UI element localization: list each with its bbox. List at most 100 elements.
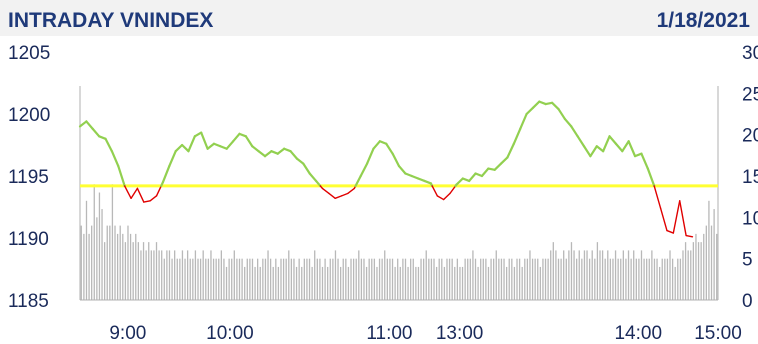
volume-bar	[583, 250, 586, 300]
price-segment	[91, 127, 101, 138]
volume-bar	[168, 250, 171, 300]
price-segment	[251, 145, 260, 153]
price-segment	[633, 152, 643, 158]
volume-bar	[363, 258, 365, 300]
price-segment	[506, 142, 515, 159]
volume-bar	[425, 250, 427, 300]
volume-bar	[604, 258, 606, 300]
volume-bar	[454, 266, 456, 300]
volume-bar	[625, 258, 627, 300]
volume-bar	[124, 242, 127, 300]
price-segment	[436, 195, 445, 201]
volume-bar	[93, 184, 95, 300]
volume-bar	[511, 258, 513, 300]
volume-bar	[596, 242, 599, 300]
price-segment	[672, 200, 681, 234]
price-segment	[397, 164, 407, 175]
price-segment	[653, 185, 662, 209]
price-segment	[442, 192, 451, 201]
volume-bar	[210, 250, 212, 300]
volume-bar	[659, 266, 661, 300]
price-segment	[347, 187, 356, 195]
volume-bar	[643, 258, 645, 300]
volume-bar	[280, 258, 282, 300]
volume-bar	[498, 258, 500, 300]
volume-bar	[438, 258, 440, 300]
price-segment	[270, 150, 279, 155]
volume-bar	[189, 258, 191, 300]
volume-bar	[695, 233, 697, 300]
volume-bar	[565, 258, 567, 300]
price-segment	[410, 174, 420, 180]
volume-bar	[446, 258, 448, 300]
price-segment	[538, 100, 547, 106]
volume-bar	[664, 258, 666, 300]
volume-bar	[430, 258, 433, 300]
volume-bar	[389, 258, 391, 300]
volume-bar	[223, 258, 225, 300]
volume-bar	[337, 258, 339, 300]
volume-bar	[238, 258, 241, 300]
price-segment	[143, 200, 151, 203]
volume-bar	[106, 225, 108, 300]
volume-bar	[690, 250, 692, 300]
volume-bar	[669, 250, 671, 300]
y-tick-label: 1185	[8, 291, 49, 312]
volume-bar	[581, 258, 583, 300]
price-segment	[621, 140, 630, 153]
volume-bar	[347, 266, 350, 300]
volume-bar	[150, 250, 152, 300]
volume-bar	[163, 258, 165, 300]
volume-bar	[202, 250, 204, 300]
volume-bar	[700, 242, 702, 300]
volume-bar	[671, 258, 674, 300]
volume-bar	[420, 258, 422, 300]
chart-title: INTRADAY VNINDEX	[8, 9, 214, 32]
price-segment	[576, 135, 586, 148]
volume-bar	[469, 258, 471, 300]
price-segment	[85, 120, 94, 130]
volume-bar	[443, 266, 446, 300]
volume-bar	[181, 250, 184, 300]
price-segment	[493, 162, 503, 171]
volume-bar	[682, 250, 684, 300]
volume-bar	[407, 266, 409, 300]
volume-bar	[334, 250, 337, 300]
volume-bar	[365, 266, 368, 300]
price-segment	[480, 167, 490, 178]
y2-tick-label: 20	[742, 126, 758, 147]
volume-bar	[534, 258, 536, 300]
price-segment	[595, 145, 605, 153]
volume-bar	[617, 258, 619, 300]
volume-bar	[513, 266, 516, 300]
volume-bar	[524, 258, 526, 300]
y-tick-label: 1195	[8, 167, 49, 188]
price-segment	[391, 152, 401, 168]
volume-bar	[264, 258, 267, 300]
volume-bar	[620, 258, 622, 300]
volume-bar	[713, 209, 715, 300]
volume-bar	[259, 266, 261, 300]
price-segment	[206, 142, 216, 150]
price-segment	[168, 150, 177, 168]
volume-bar	[199, 258, 202, 300]
volume-bar	[340, 266, 342, 300]
price-segment	[334, 195, 343, 200]
volume-bar	[153, 250, 155, 300]
volume-bar	[129, 233, 132, 300]
volume-bar	[373, 258, 376, 300]
volume-bar	[521, 266, 523, 300]
volume-bar	[607, 250, 609, 300]
volume-bar	[474, 258, 477, 300]
volume-bar	[96, 217, 98, 300]
price-segment	[283, 147, 292, 153]
price-segment	[104, 137, 114, 153]
price-segment	[263, 150, 273, 158]
volume-bar	[531, 258, 534, 300]
price-segment	[257, 150, 267, 158]
volume-bar	[171, 258, 173, 300]
volume-bar	[703, 233, 705, 300]
volume-bar	[179, 258, 181, 300]
volume-bar	[233, 250, 235, 300]
volume-bar	[218, 258, 220, 300]
